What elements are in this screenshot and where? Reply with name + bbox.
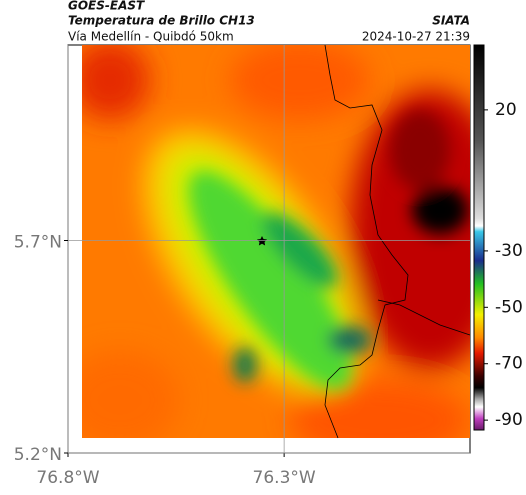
x-tick-label: 76.3°W <box>253 468 316 488</box>
y-tick-label: 5.2°N <box>14 445 62 465</box>
y-tick-label: 5.7°N <box>14 233 62 253</box>
region: Vía Medellín - Quibdó 50km <box>68 30 234 44</box>
colorbar-tick-label: -70 <box>495 354 523 374</box>
datetime: 2024-10-27 21:39 <box>362 30 470 44</box>
colorbar-tick-label: -30 <box>495 241 523 261</box>
border-line <box>324 44 409 439</box>
colorbar-tick-label: 20 <box>495 100 517 120</box>
title: GOES-EAST <box>68 0 145 13</box>
colorbar <box>473 44 485 431</box>
colorbar-tick-label: -90 <box>495 410 523 430</box>
x-tick-label: 76.8°W <box>36 468 99 488</box>
colorbar-tick-label: -50 <box>495 297 523 317</box>
source: SIATA <box>432 14 470 28</box>
brightness-temperature-field <box>82 45 470 438</box>
subtitle: Temperatura de Brillo CH13 <box>68 14 255 28</box>
border-line <box>377 299 471 336</box>
